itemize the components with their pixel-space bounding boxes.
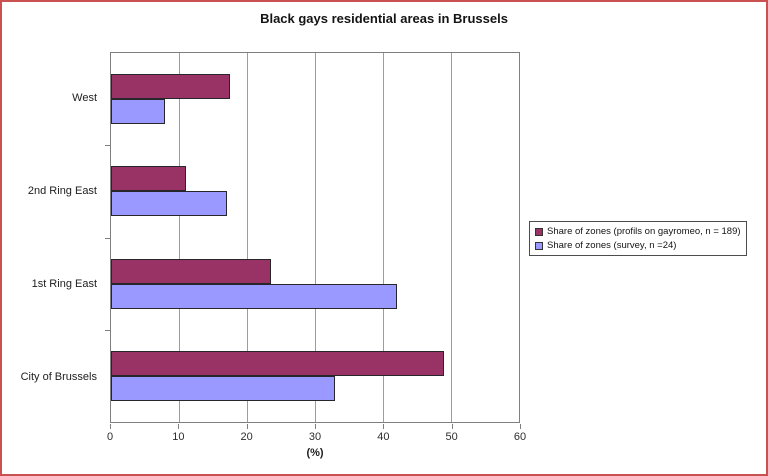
category-band: [111, 145, 519, 237]
x-tickmark: [315, 424, 316, 429]
legend-item: Share of zones (profils on gayromeo, n =…: [535, 226, 741, 237]
plot-area: [110, 52, 520, 423]
bar: [111, 258, 271, 284]
x-tickmark: [520, 424, 521, 429]
x-tickmark: [383, 424, 385, 429]
category-label: West: [72, 92, 97, 105]
category-axis-ticks: [105, 52, 110, 423]
x-tickmark: [110, 424, 111, 429]
chart-title: Black gays residential areas in Brussels: [260, 11, 508, 26]
x-tick-label: 10: [172, 431, 185, 443]
bar: [111, 99, 166, 125]
bar: [111, 283, 397, 309]
legend-marker: [535, 227, 543, 236]
x-axis-tick-labels: 0 10 20 30 40 50 60: [106, 431, 526, 444]
x-tick-label: 50: [445, 431, 458, 443]
x-tickmark: [451, 424, 453, 429]
category-tickmark: [105, 144, 110, 146]
gridline: [246, 53, 248, 422]
x-tickmark: [246, 424, 248, 429]
x-axis-title: (%): [306, 447, 324, 459]
gridline: [315, 53, 316, 422]
gridline: [382, 53, 384, 422]
x-tick-label: 30: [308, 431, 322, 443]
bar: [111, 166, 186, 192]
x-tick-label: 20: [240, 431, 253, 443]
legend: Share of zones (profils on gayromeo, n =…: [529, 221, 747, 256]
category-band: [111, 238, 519, 330]
category-label: City of Brussels: [20, 370, 97, 383]
gridline: [451, 53, 452, 422]
x-tick-label: 0: [106, 431, 114, 443]
category-band: [111, 330, 519, 422]
bar: [111, 375, 336, 401]
plot-bands: [111, 53, 519, 422]
category-label: 1st Ring East: [31, 277, 97, 290]
category-band: [111, 53, 519, 145]
x-tick-label: 40: [377, 431, 390, 443]
bar: [111, 350, 445, 376]
legend-label: Share of zones (survey, n =24): [547, 240, 677, 251]
category-tickmark: [105, 330, 110, 332]
x-tick-label: 60: [513, 431, 527, 443]
category-label: 2nd Ring East: [27, 185, 97, 198]
bar: [111, 191, 227, 217]
legend-item: Share of zones (survey, n =24): [535, 240, 741, 251]
category-tickmark: [105, 237, 110, 239]
category-axis-labels: West 2nd Ring East 1st Ring East City of Br…: [2, 52, 103, 423]
legend-label: Share of zones (profils on gayromeo, n =…: [547, 226, 741, 237]
x-tickmark: [178, 424, 180, 429]
gridline: [178, 53, 180, 422]
bar: [111, 74, 230, 100]
x-axis-tickmarks: [110, 424, 521, 429]
legend-marker: [535, 241, 543, 250]
